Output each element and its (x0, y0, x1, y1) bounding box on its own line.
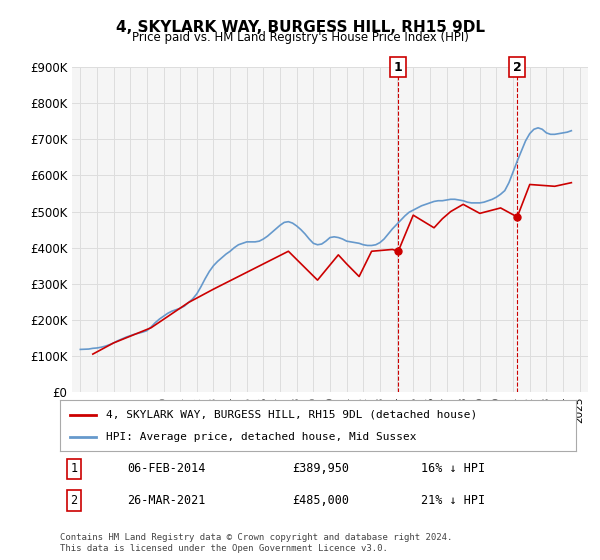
Text: 26-MAR-2021: 26-MAR-2021 (127, 494, 205, 507)
Text: 1: 1 (394, 60, 403, 74)
Text: 2: 2 (70, 494, 77, 507)
Text: HPI: Average price, detached house, Mid Sussex: HPI: Average price, detached house, Mid … (106, 432, 417, 442)
Text: £485,000: £485,000 (292, 494, 349, 507)
Text: 1: 1 (70, 462, 77, 475)
Text: 2: 2 (513, 60, 521, 74)
Text: 16% ↓ HPI: 16% ↓ HPI (421, 462, 485, 475)
Text: Contains HM Land Registry data © Crown copyright and database right 2024.
This d: Contains HM Land Registry data © Crown c… (60, 533, 452, 553)
Text: 4, SKYLARK WAY, BURGESS HILL, RH15 9DL (detached house): 4, SKYLARK WAY, BURGESS HILL, RH15 9DL (… (106, 409, 478, 419)
Text: 4, SKYLARK WAY, BURGESS HILL, RH15 9DL: 4, SKYLARK WAY, BURGESS HILL, RH15 9DL (115, 20, 485, 35)
Text: 21% ↓ HPI: 21% ↓ HPI (421, 494, 485, 507)
Text: 06-FEB-2014: 06-FEB-2014 (127, 462, 205, 475)
Text: Price paid vs. HM Land Registry's House Price Index (HPI): Price paid vs. HM Land Registry's House … (131, 31, 469, 44)
Text: £389,950: £389,950 (292, 462, 349, 475)
